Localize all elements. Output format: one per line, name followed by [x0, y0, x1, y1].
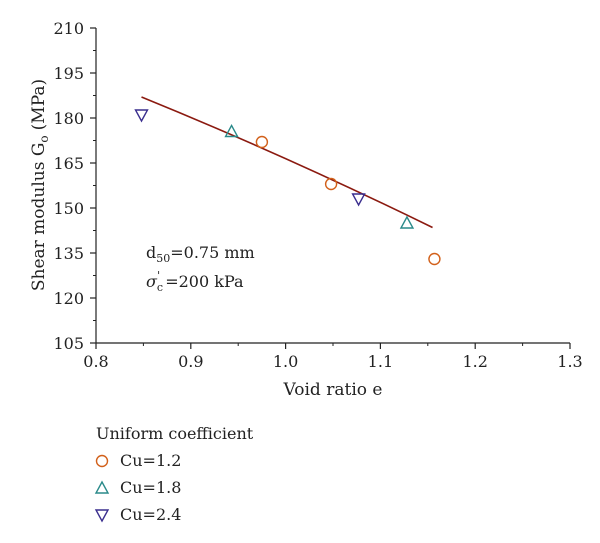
x-tick-label: 0.9 [178, 352, 203, 371]
y-axis-label-unit: (MPa) [29, 79, 49, 130]
annotation-sigma-value: =200 kPa [160, 272, 244, 291]
y-tick-label: 210 [53, 19, 84, 38]
circle-marker-icon [95, 454, 109, 467]
point-circle [324, 177, 338, 191]
x-tick-label: 1.2 [462, 352, 487, 371]
annotation-d50: d50=0.75 mm [146, 243, 255, 265]
legend-label: Cu=1.8 [120, 478, 182, 497]
legend-item-cu-1-8: Cu=1.8 [92, 474, 253, 501]
annotation-d50-value: =0.75 mm [170, 243, 254, 262]
annotation-d50-base: d [146, 243, 156, 262]
legend: Uniform coefficient Cu=1.2 Cu=1.8 Cu=2.4 [94, 424, 254, 528]
point-triangle-up [224, 124, 239, 138]
scatter-chart: 0.8 0.9 1.0 1.1 1.2 1.3 105 120 135 150 165 180 195 2… [29, 19, 583, 400]
point-circle [255, 135, 269, 149]
y-axis-label-sub: o [37, 135, 51, 142]
y-tick-label: 165 [53, 154, 84, 173]
y-tick-label: 150 [53, 199, 84, 218]
legend-title: Uniform coefficient [96, 424, 254, 443]
legend-item-cu-2-4: Cu=2.4 [92, 501, 253, 528]
y-tick-label: 180 [53, 109, 84, 128]
annotation-sigma-base: σ [146, 272, 158, 291]
point-circle [428, 252, 441, 266]
legend-label: Cu=1.2 [120, 451, 182, 470]
x-tick-label: 0.8 [83, 352, 108, 371]
annotation-sigma: σc' =200 kPa [146, 269, 244, 294]
ticks: 0.8 0.9 1.0 1.1 1.2 1.3 105 120 135 150 165 180 195 2… [53, 19, 582, 371]
data-points [134, 109, 441, 266]
y-tick-label: 135 [53, 244, 84, 263]
legend-item-cu-1-2: Cu=1.2 [92, 447, 253, 474]
triangle-up-marker-icon [94, 480, 110, 494]
point-triangle-down [351, 193, 366, 207]
x-tick-label: 1.3 [557, 352, 582, 371]
fit-line [141, 96, 433, 229]
x-tick-label: 1.0 [273, 352, 298, 371]
annotation-sigma-sup: ' [157, 269, 160, 282]
y-tick-label: 105 [53, 334, 84, 353]
x-tick-label: 1.1 [368, 352, 393, 371]
annotation-sigma-sub: c [157, 281, 163, 294]
point-triangle-down [134, 109, 149, 123]
triangle-down-marker-icon [94, 508, 110, 522]
fit-line-group [141, 96, 433, 229]
legend-label: Cu=2.4 [120, 505, 182, 524]
y-axis-label: Shear modulus Go (MPa) [29, 79, 51, 291]
y-tick-label: 195 [53, 64, 84, 83]
y-tick-label: 120 [53, 289, 84, 308]
y-axis-label-main: Shear modulus G [29, 143, 49, 292]
axes [95, 28, 570, 344]
x-axis-label: Void ratio e [283, 380, 383, 400]
annotation-d50-sub: 50 [156, 252, 170, 265]
point-triangle-up [399, 215, 415, 229]
